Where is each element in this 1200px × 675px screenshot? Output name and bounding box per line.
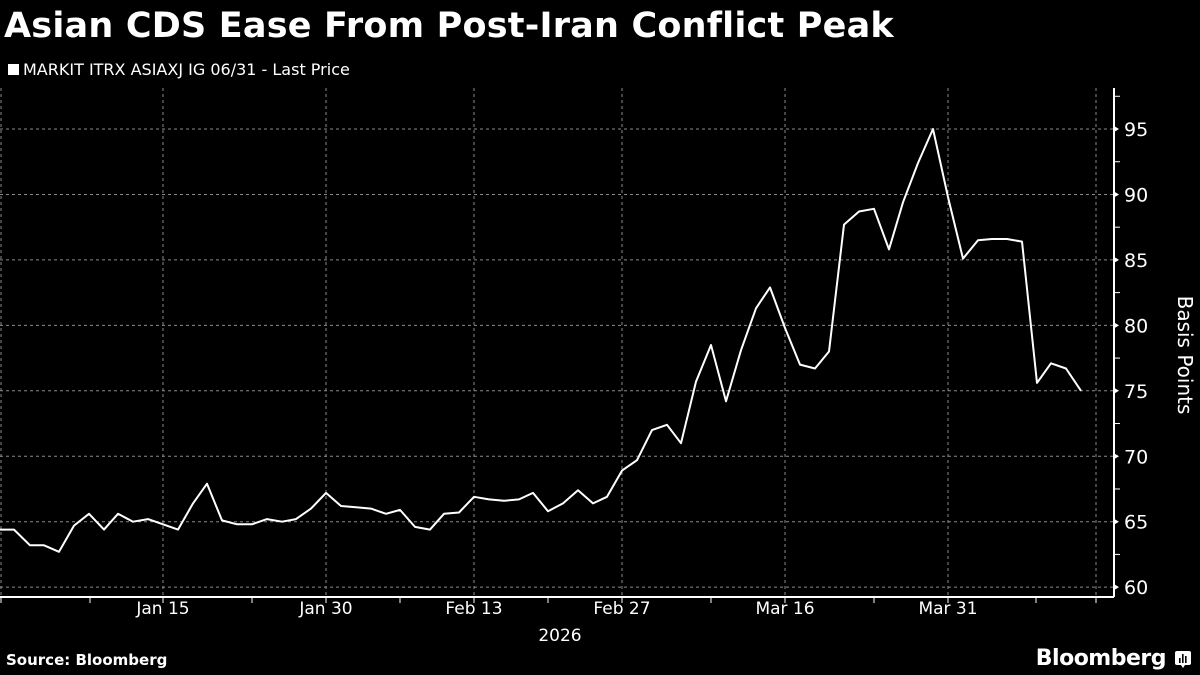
chart-title: Asian CDS Ease From Post-Iran Conflict P… [4,6,894,46]
svg-text:75: 75 [1124,381,1148,403]
legend-swatch [8,64,19,75]
bloomberg-chart-icon [1175,651,1191,668]
svg-text:60: 60 [1124,577,1148,599]
svg-text:Feb 27: Feb 27 [593,599,650,619]
svg-text:Feb 13: Feb 13 [445,599,502,619]
svg-text:65: 65 [1124,512,1148,534]
x-axis-year-label: 2026 [538,626,581,646]
bloomberg-logo: Bloomberg [1035,646,1167,671]
series-line [0,128,1082,553]
svg-text:Mar 16: Mar 16 [755,599,814,619]
gridlines [0,88,1114,597]
x-axis-labels: Jan 15 Jan 30 Feb 13 Feb 27 Mar 16 Mar 31 [135,599,977,619]
y-axis-title: Basis Points [1173,296,1197,415]
legend: MARKIT ITRX ASIAXJ IG 06/31 - Last Price [8,60,350,79]
svg-text:70: 70 [1124,446,1148,468]
svg-text:80: 80 [1124,315,1148,337]
svg-text:Jan 15: Jan 15 [135,599,189,619]
svg-text:Mar 31: Mar 31 [918,599,977,619]
svg-text:90: 90 [1124,184,1148,206]
y-axis-labels: 60 65 70 75 80 85 90 95 [1124,119,1148,599]
svg-text:Jan 30: Jan 30 [298,599,352,619]
svg-text:95: 95 [1124,119,1148,141]
source-note: Source: Bloomberg [6,651,168,669]
axes [0,88,1120,603]
svg-text:85: 85 [1124,250,1148,272]
legend-label: MARKIT ITRX ASIAXJ IG 06/31 - Last Price [23,60,350,79]
